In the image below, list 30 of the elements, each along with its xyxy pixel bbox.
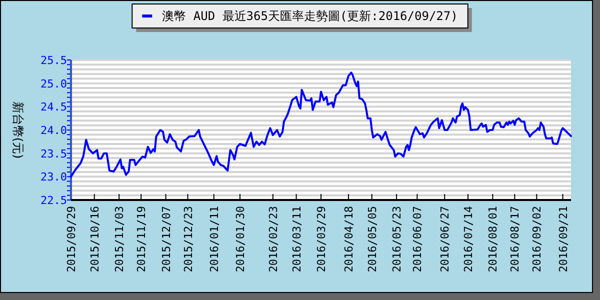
legend-label: 澳幣 AUD 最近365天匯率走勢圖(更新:2016/09/27)	[162, 9, 458, 23]
x-tick-label: 2016/09/21	[556, 206, 570, 272]
x-tick-label: 2016/09/02	[530, 206, 544, 272]
x-tick-label: 2015/09/29	[65, 206, 78, 272]
x-tick-label: 2016/03/11	[290, 206, 304, 272]
x-tick-label: 2015/12/07	[160, 206, 173, 272]
x-tick-label: 2016/05/05	[366, 206, 379, 272]
x-tick-label: 2016/01/11	[208, 206, 221, 272]
x-tick-label: 2016/06/27	[438, 206, 452, 272]
x-tick-label: 2016/06/07	[411, 206, 424, 272]
x-tick-label: 2015/10/16	[88, 206, 102, 272]
y-tick-label: 23.0	[40, 170, 67, 184]
y-tick-label: 24.5	[40, 100, 67, 114]
x-tick-label: 2016/05/23	[390, 206, 404, 272]
y-tick-label: 22.5	[40, 194, 67, 207]
x-tick-label: 2016/04/18	[342, 206, 356, 272]
y-tick-label: 23.5	[40, 147, 67, 160]
y-tick-label: 24.0	[40, 124, 67, 137]
y-tick-label: 25.0	[40, 77, 67, 90]
x-tick-label: 2015/11/19	[135, 206, 148, 272]
y-axis-title: 新台幣(元)	[11, 101, 25, 159]
x-tick-label: 2016/08/17	[508, 206, 522, 272]
x-tick-label: 2015/11/03	[113, 206, 126, 272]
x-tick-label: 2016/02/23	[266, 206, 280, 272]
x-tick-label: 2016/07/14	[462, 206, 475, 272]
x-tick-label: 2016/08/01	[486, 206, 500, 272]
x-tick-label: 2016/03/29	[315, 206, 328, 272]
x-tick-label: 2015/12/23	[182, 206, 195, 272]
y-tick-label: 25.5	[40, 54, 67, 67]
x-tick-label: 2016/01/30	[234, 206, 247, 272]
